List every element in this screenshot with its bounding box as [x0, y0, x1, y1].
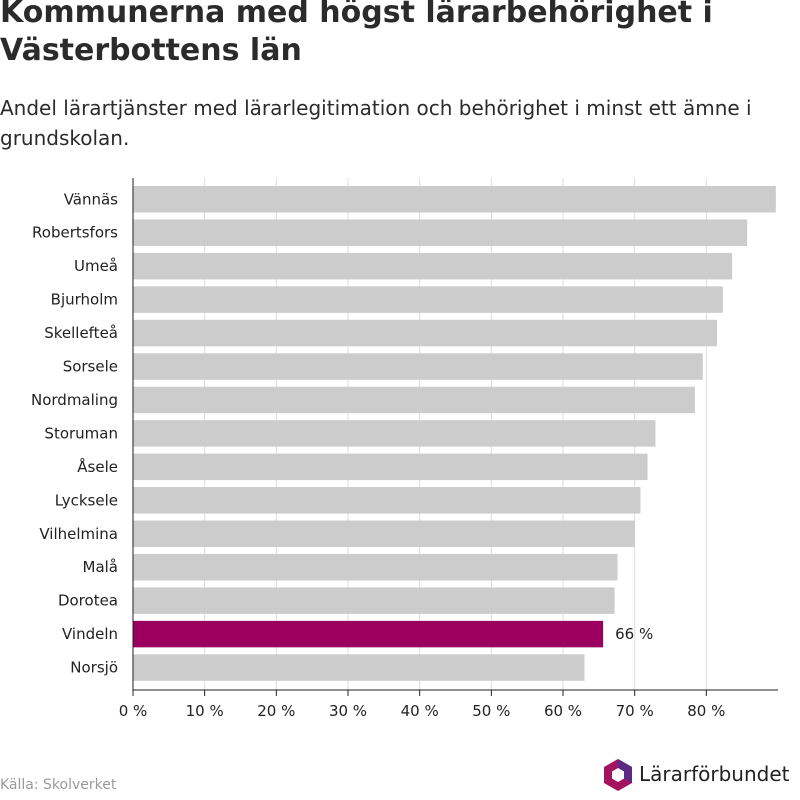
x-tick-label-40: 40 %	[401, 702, 439, 720]
category-label-12: Dorotea	[58, 592, 118, 610]
category-label-0: Vännäs	[64, 190, 118, 208]
bar-13	[133, 620, 604, 648]
x-tick-label-0: 0 %	[119, 702, 148, 720]
x-tick-label-60: 60 %	[544, 702, 582, 720]
bar-5	[133, 353, 703, 380]
bar-12	[133, 587, 615, 614]
bar-3	[133, 286, 723, 313]
category-label-11: Malå	[83, 558, 119, 576]
category-label-1: Robertsfors	[32, 224, 118, 242]
x-tick-label-70: 70 %	[616, 702, 654, 720]
category-label-8: Åsele	[77, 457, 118, 476]
source-note: Källa: Skolverket	[0, 777, 117, 793]
category-label-5: Sorsele	[63, 358, 118, 376]
x-tick-label-10: 10 %	[186, 702, 224, 720]
category-label-4: Skellefteå	[44, 324, 118, 342]
x-tick-label-50: 50 %	[472, 702, 510, 720]
bar-7	[133, 420, 656, 447]
bar-chart: Vännäs Robertsfors Umeå Bjurholm Skellefteå S…	[31, 178, 778, 720]
bar-11	[133, 553, 618, 581]
x-tick-label-20: 20 %	[257, 702, 295, 720]
category-label-3: Bjurholm	[51, 291, 118, 309]
chart-title: Kommunerna med högst lärarbehörighet i V…	[0, 0, 713, 68]
data-label-highlight: 66 %	[615, 625, 653, 643]
bar-10	[133, 520, 635, 547]
chart-subtitle: Andel lärartjänster med lärarlegitimatio…	[0, 96, 752, 150]
bar-1	[133, 219, 748, 246]
bar-14	[133, 654, 585, 681]
bar-0	[133, 186, 776, 213]
logo-text: Lärarförbundet	[639, 762, 790, 786]
bar-2	[133, 252, 733, 280]
category-label-7: Storuman	[44, 424, 118, 442]
x-tick-label-80: 80 %	[687, 702, 725, 720]
category-label-9: Lycksele	[55, 491, 118, 509]
category-label-2: Umeå	[74, 257, 118, 275]
category-label-13: Vindeln	[62, 625, 118, 643]
category-label-6: Nordmaling	[31, 391, 118, 409]
x-tick-label-30: 30 %	[329, 702, 367, 720]
bar-9	[133, 487, 641, 514]
hexagon-logo-icon	[604, 759, 632, 791]
category-label-14: Norsjö	[70, 659, 118, 677]
bar-8	[133, 453, 648, 481]
category-label-10: Vilhelmina	[39, 525, 118, 543]
bar-4	[133, 319, 718, 347]
bar-6	[133, 386, 695, 414]
